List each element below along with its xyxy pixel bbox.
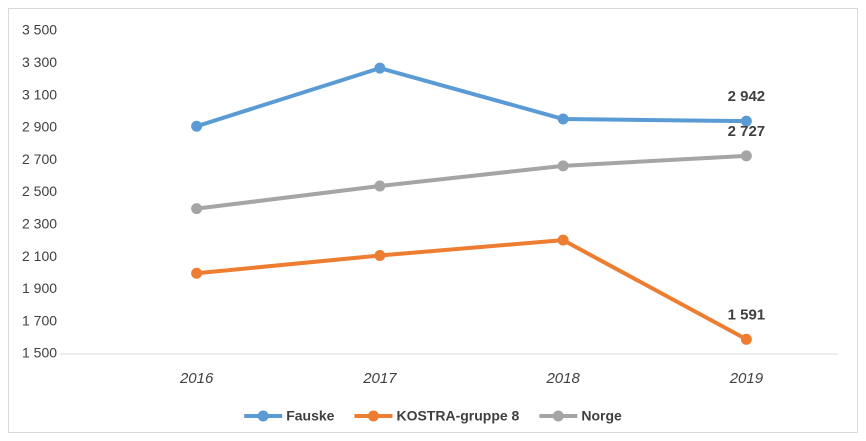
- data-point: [557, 113, 569, 125]
- x-tick-label: 2017: [362, 370, 397, 387]
- legend-item: Fauske: [244, 408, 335, 424]
- x-tick-label: 2018: [545, 370, 580, 387]
- data-label: 2 727: [728, 123, 766, 140]
- chart-frame: [8, 8, 858, 433]
- series-line: [196, 153, 747, 211]
- legend-item: KOSTRA-gruppe 8: [354, 408, 520, 424]
- y-tick-label: 3 500: [22, 22, 57, 38]
- y-tick-label: 2 700: [22, 151, 57, 167]
- legend-marker: [367, 410, 379, 422]
- data-point: [374, 62, 386, 74]
- data-point: [557, 234, 569, 246]
- data-point: [191, 203, 203, 215]
- y-tick-label: 1 900: [22, 280, 57, 296]
- data-point: [557, 160, 569, 172]
- data-label: 2 942: [728, 88, 766, 105]
- y-tick-label: 2 300: [22, 216, 57, 232]
- data-point: [740, 150, 752, 162]
- y-tick-label: 3 300: [22, 54, 57, 70]
- data-point: [740, 115, 752, 127]
- x-tick-label: 2019: [729, 370, 764, 387]
- data-point: [191, 267, 203, 279]
- y-tick-label: 2 900: [22, 119, 57, 135]
- y-tick-label: 1 500: [22, 345, 57, 361]
- data-point: [740, 333, 752, 345]
- legend-marker: [257, 410, 269, 422]
- y-tick-label: 3 100: [22, 86, 57, 102]
- legend-marker: [552, 410, 564, 422]
- data-point: [374, 180, 386, 192]
- y-tick-label: 2 100: [22, 248, 57, 264]
- legend-label: Fauske: [286, 408, 334, 424]
- legend-label: Norge: [581, 408, 622, 424]
- y-tick-label: 2 500: [22, 183, 57, 199]
- data-point: [191, 120, 203, 132]
- legend-label: KOSTRA-gruppe 8: [396, 408, 519, 424]
- series-line: [196, 66, 747, 129]
- x-tick-label: 2016: [179, 370, 214, 387]
- series-line: [196, 238, 748, 342]
- data-label: 1 591: [728, 306, 766, 323]
- data-point: [374, 249, 386, 261]
- legend-item: Norge: [539, 408, 622, 424]
- y-tick-label: 1 700: [22, 312, 57, 328]
